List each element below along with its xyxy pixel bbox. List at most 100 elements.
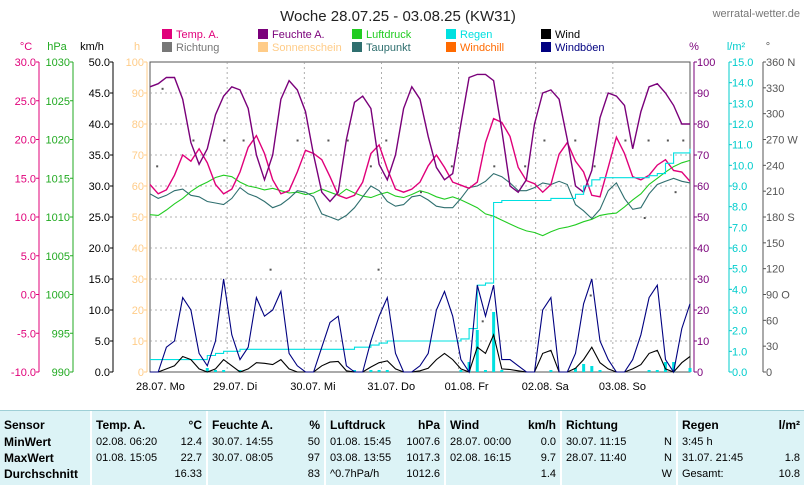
stats-col-richtung: Richtung 30.07. 11:15 N 28.07. 11:40 N W bbox=[560, 411, 676, 485]
direction-point bbox=[624, 139, 627, 142]
rain-bar bbox=[369, 370, 373, 372]
row-label-sensor: Sensor bbox=[4, 418, 45, 432]
legend-swatch bbox=[258, 29, 268, 39]
axis-tick-label: 20 bbox=[132, 305, 144, 317]
legend-label: Wind bbox=[555, 29, 580, 41]
legend-swatch bbox=[352, 42, 362, 52]
series-line-wind bbox=[150, 333, 691, 373]
rain-bar bbox=[205, 368, 209, 372]
rain-bar bbox=[492, 312, 496, 372]
series-line-temp-a- bbox=[149, 117, 691, 200]
direction-point bbox=[589, 294, 592, 297]
stats-cell-label: Wind bbox=[450, 418, 480, 432]
legend-swatch bbox=[446, 42, 456, 52]
axis-tick-label: 70 bbox=[132, 150, 144, 162]
axis-unit: % bbox=[689, 41, 699, 53]
legend-swatch bbox=[258, 42, 268, 52]
axis-tick-label: 7.0 bbox=[732, 222, 747, 234]
direction-point bbox=[643, 217, 646, 219]
legend-label: Windböen bbox=[555, 42, 605, 54]
direction-point bbox=[574, 139, 577, 142]
chart-legend: Temp. A. Feuchte A. Luftdruck Regen Wind Rich… bbox=[162, 29, 605, 54]
axis-tick-label: 5.0 bbox=[21, 251, 36, 263]
stats-cell-value: 12.4 bbox=[180, 436, 202, 448]
axis-tick-label: 3.0 bbox=[732, 305, 747, 317]
direction-point bbox=[346, 139, 349, 142]
axis-tick-label: 180 S bbox=[766, 212, 795, 224]
row-label-avg: Durchschnitt bbox=[4, 467, 79, 481]
axis-tick-label: 14.0 bbox=[732, 78, 753, 90]
axis-tick-label: 10.0 bbox=[89, 305, 110, 317]
axis-unit: km/h bbox=[80, 41, 104, 53]
direction-point bbox=[647, 139, 650, 142]
axis-tick-label: 50.0 bbox=[89, 57, 110, 69]
legend-swatch bbox=[162, 29, 172, 39]
x-tick-label: 29.07. Di bbox=[213, 381, 257, 393]
rain-bar bbox=[549, 370, 553, 372]
rain-bar bbox=[655, 370, 659, 372]
stats-cell-label: 01.08. 15:45 bbox=[330, 436, 392, 448]
x-tick-label: 30.07. Mi bbox=[290, 381, 335, 393]
stats-cell-value: N bbox=[664, 436, 672, 448]
axis-tick-label: -5.0 bbox=[17, 328, 36, 340]
axis-tick-label: 1020 bbox=[46, 135, 70, 147]
chart-title: Woche 28.07.25 - 03.08.25 (KW31) bbox=[280, 8, 516, 25]
data-series bbox=[149, 73, 691, 374]
row-label-min: MinWert bbox=[4, 435, 52, 449]
right-axes: 100908070605040302010015.014.013.012.011… bbox=[693, 57, 798, 379]
direction-point bbox=[682, 139, 685, 142]
axis-tick-label: 20.0 bbox=[15, 135, 36, 147]
stats-cell-value: 97 bbox=[307, 452, 320, 464]
stats-cell-value: l/m² bbox=[778, 418, 800, 432]
axis-tick-label: 1015 bbox=[46, 173, 70, 185]
axis-tick-label: 40 bbox=[132, 243, 144, 255]
direction-point bbox=[674, 191, 677, 194]
stats-cell-value: 83 bbox=[307, 468, 320, 480]
direction-point bbox=[242, 139, 245, 142]
stats-cell-value: 16.33 bbox=[174, 468, 202, 480]
axis-tick-label: 0 bbox=[138, 367, 144, 379]
legend-label: Regen bbox=[460, 29, 492, 41]
statistics-table: Sensor MinWert MaxWert Durchschnitt Temp… bbox=[0, 410, 804, 485]
series-line-luftdruck bbox=[149, 159, 691, 237]
direction-point bbox=[543, 139, 546, 142]
stats-cell-value: km/h bbox=[527, 418, 556, 432]
direction-point bbox=[524, 165, 527, 168]
axis-tick-label: 90 bbox=[697, 88, 709, 100]
axis-tick-label: 1025 bbox=[46, 96, 70, 108]
series-line-taupunkt bbox=[149, 172, 691, 221]
axis-tick-label: 10 bbox=[697, 336, 709, 348]
stats-cell-label: Temp. A. bbox=[96, 418, 146, 432]
legend-swatch bbox=[446, 29, 456, 39]
stats-cell-label: 03.08. 13:55 bbox=[330, 452, 392, 464]
legend-label: Taupunkt bbox=[366, 42, 411, 54]
axis-tick-label: 20 bbox=[697, 305, 709, 317]
rain-bar bbox=[573, 368, 577, 372]
rain-bar bbox=[222, 370, 226, 372]
axis-tick-label: 0.0 bbox=[732, 367, 747, 379]
rain-bar bbox=[647, 370, 651, 372]
rain-bar bbox=[672, 362, 676, 372]
direction-point bbox=[385, 139, 388, 142]
site-watermark: werratal-wetter.de bbox=[712, 8, 800, 20]
legend-swatch bbox=[352, 29, 362, 39]
stats-cell-label: 30.07. 08:05 bbox=[212, 452, 274, 464]
axis-unit: l/m² bbox=[727, 41, 746, 53]
axis-tick-label: 10.0 bbox=[732, 160, 753, 172]
direction-point bbox=[327, 139, 330, 142]
stats-cell-value: W bbox=[661, 468, 672, 480]
axis-tick-label: 10.0 bbox=[15, 212, 36, 224]
stats-cell-value: 1012.6 bbox=[406, 468, 440, 480]
rain-bar bbox=[688, 368, 692, 372]
stats-cell-value: 1.8 bbox=[784, 452, 800, 464]
legend-swatch bbox=[541, 42, 551, 52]
axis-tick-label: 2.0 bbox=[732, 326, 747, 338]
axis-tick-label: 25.0 bbox=[89, 212, 110, 224]
stats-cell-label: ^0.7hPa/h bbox=[330, 468, 380, 480]
axis-tick-label: 0 bbox=[697, 367, 703, 379]
axis-tick-label: 330 bbox=[766, 83, 784, 95]
axis-tick-label: 20.0 bbox=[89, 243, 110, 255]
stats-cell-value: 9.7 bbox=[540, 452, 556, 464]
axis-tick-label: 0.0 bbox=[95, 367, 110, 379]
axis-tick-label: 100 bbox=[697, 57, 715, 69]
